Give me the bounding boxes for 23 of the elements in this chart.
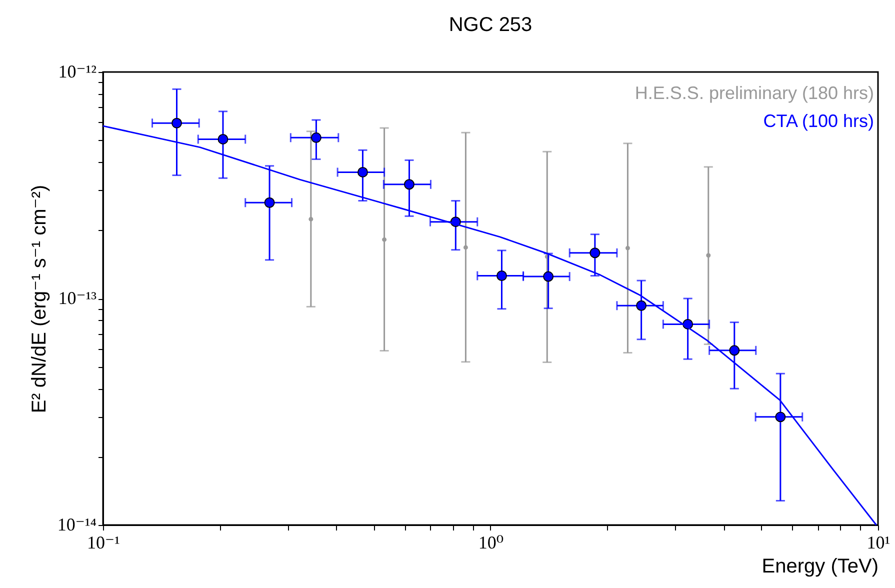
x-tick-label: 10⁻¹ xyxy=(87,532,120,552)
point xyxy=(264,197,275,208)
chart-title: NGC 253 xyxy=(448,14,532,36)
point xyxy=(357,166,368,178)
y-axis-title: E² dN/dE (erg⁻¹ s⁻¹ cm⁻²) xyxy=(28,184,50,414)
point xyxy=(543,271,554,282)
point xyxy=(590,248,600,258)
x-tick-label: 10¹ xyxy=(866,532,890,552)
y-tick-label: 10⁻¹⁴ xyxy=(57,514,96,534)
x-tick-label: 10⁰ xyxy=(478,532,504,552)
point xyxy=(218,134,228,144)
y-tick-label: 10⁻¹³ xyxy=(58,288,98,308)
y-tick-label: 10⁻¹² xyxy=(58,62,96,82)
point xyxy=(172,118,182,128)
point xyxy=(636,300,647,311)
point xyxy=(775,412,786,422)
text: CTA (100 hrs) xyxy=(763,111,874,131)
point xyxy=(496,270,507,281)
point xyxy=(729,345,740,356)
point xyxy=(310,132,322,143)
x-axis-title: Energy (TeV) xyxy=(762,556,878,578)
point xyxy=(404,179,414,190)
text: H.E.S.S. preliminary (180 hrs) xyxy=(634,83,874,103)
